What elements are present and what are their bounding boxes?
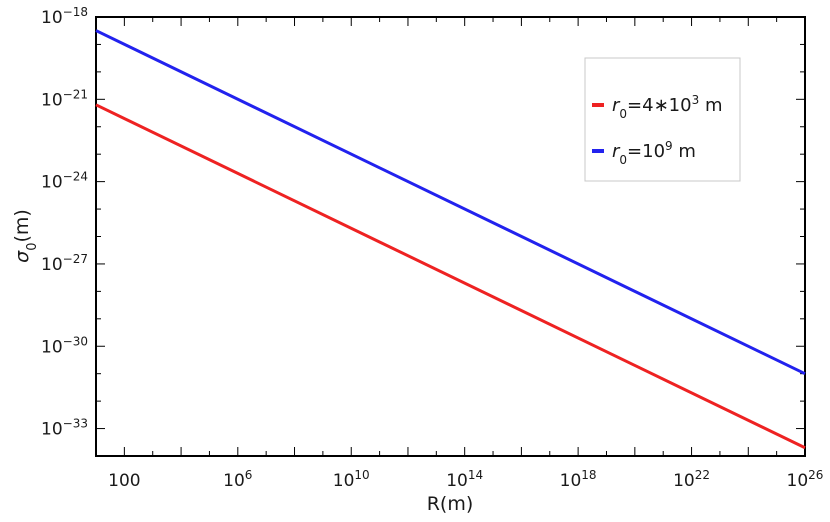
x-tick-label: 1018	[560, 468, 597, 491]
y-tick-label: 10−27	[41, 252, 88, 275]
axis-ticks	[95, 16, 806, 457]
y-axis-label: σ0(m)	[11, 209, 40, 263]
legend-items: r0=4∗103 m r0=109 m	[592, 93, 722, 167]
x-tick-label: 1010	[333, 468, 370, 491]
x-axis-label: R(m)	[427, 493, 474, 515]
y-tick-label: 10−21	[41, 87, 88, 110]
x-tick-label: 1026	[787, 468, 824, 491]
x-tick-label: 106	[223, 468, 252, 491]
y-tick-labels: 10−18 10−21 10−24 10−27 10−30 10−33	[41, 5, 88, 440]
x-tick-label: 100	[108, 471, 140, 491]
legend-label-2: r0=109 m	[612, 139, 696, 167]
legend-label-1: r0=4∗103 m	[612, 93, 722, 121]
series-line-2	[95, 29, 806, 376]
x-tick-label: 1022	[673, 468, 710, 491]
x-tick-label: 1014	[446, 468, 483, 491]
y-tick-label: 10−30	[41, 334, 88, 357]
y-tick-label: 10−24	[41, 170, 88, 193]
x-tick-labels: 100 106 1010 1014 1018 1022 1026	[108, 468, 823, 491]
legend: r0=4∗103 m r0=109 m	[584, 57, 741, 182]
series-line-1	[95, 103, 806, 450]
series-layer	[95, 29, 806, 450]
y-tick-label: 10−33	[41, 417, 88, 440]
legend-box	[584, 57, 741, 182]
y-tick-label: 10−18	[41, 5, 88, 28]
